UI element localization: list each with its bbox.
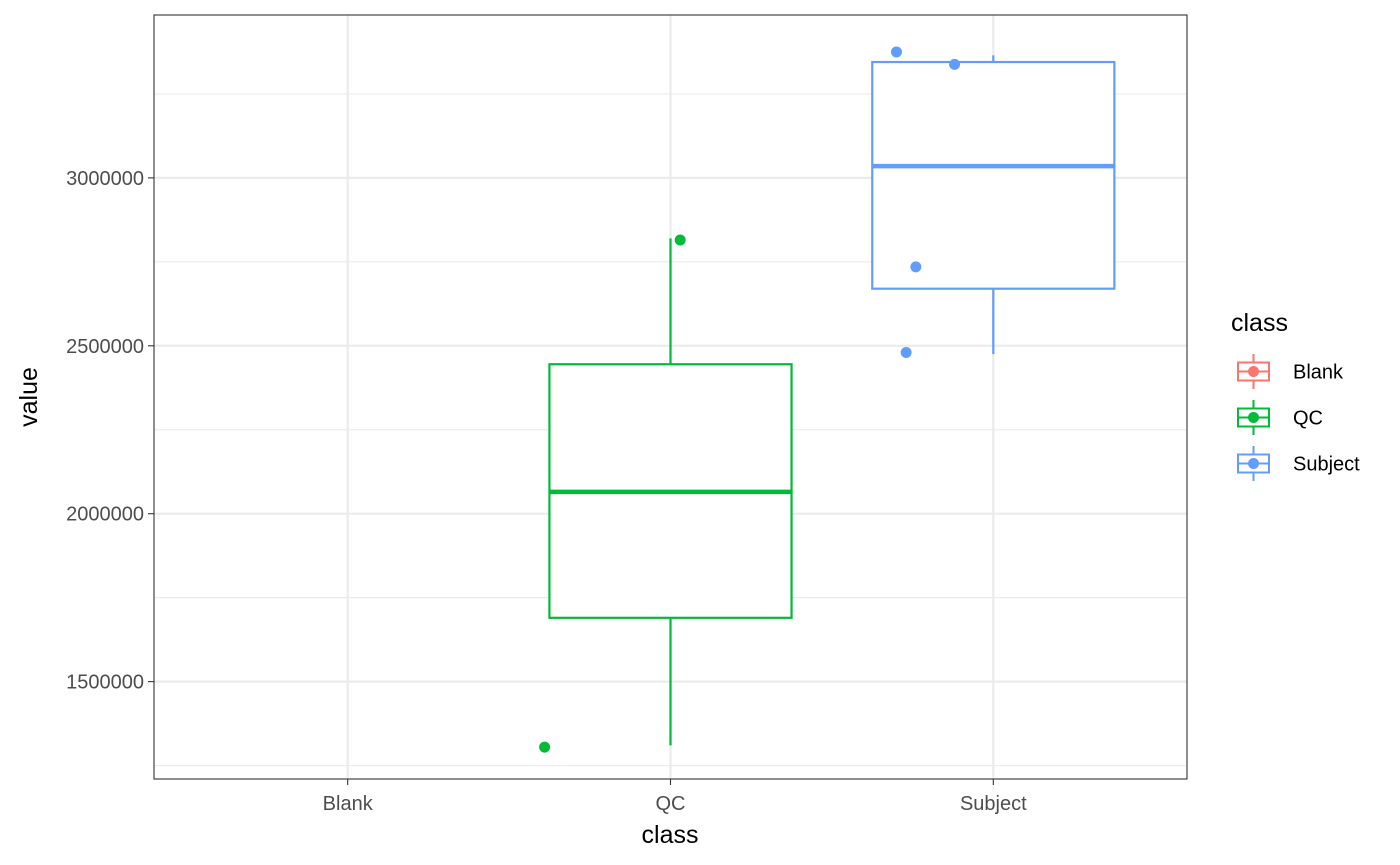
legend: class Blank QC Subject — [1231, 309, 1360, 481]
legend-key-blank — [1237, 354, 1270, 389]
y-tick-label: 2000000 — [66, 504, 144, 526]
legend-key-point — [1248, 366, 1259, 377]
data-point — [890, 46, 902, 58]
box-subject — [871, 55, 1116, 355]
legend-item-qc: QC — [1237, 400, 1323, 435]
y-axis-title: value — [15, 367, 43, 427]
legend-label: Subject — [1293, 454, 1360, 476]
legend-item-blank: Blank — [1237, 354, 1344, 389]
data-points — [539, 46, 961, 753]
x-tick-label: Blank — [323, 793, 374, 815]
legend-label: Blank — [1293, 362, 1344, 384]
legend-key-point — [1248, 458, 1259, 469]
x-tick-label: QC — [656, 793, 686, 815]
x-axis-title: class — [642, 821, 699, 849]
legend-title: class — [1231, 309, 1288, 337]
data-point — [910, 261, 922, 273]
box-qc — [548, 238, 793, 746]
legend-key-subject — [1237, 446, 1270, 481]
y-tick-label: 3000000 — [66, 168, 144, 190]
legend-key-point — [1248, 412, 1259, 423]
legend-item-subject: Subject — [1237, 446, 1360, 481]
box-body — [871, 60, 1116, 290]
data-point — [900, 347, 912, 359]
y-axis: 1500000 2000000 2500000 3000000 — [66, 168, 154, 694]
y-tick-label: 2500000 — [66, 336, 144, 358]
data-point — [674, 234, 686, 246]
y-tick-label: 1500000 — [66, 672, 144, 694]
boxes — [548, 55, 1116, 746]
x-tick-label: Subject — [960, 793, 1027, 815]
x-axis: Blank QC Subject — [323, 779, 1027, 815]
data-point — [949, 58, 961, 70]
legend-label: QC — [1293, 408, 1323, 430]
legend-key-qc — [1237, 400, 1270, 435]
data-point — [539, 741, 551, 753]
